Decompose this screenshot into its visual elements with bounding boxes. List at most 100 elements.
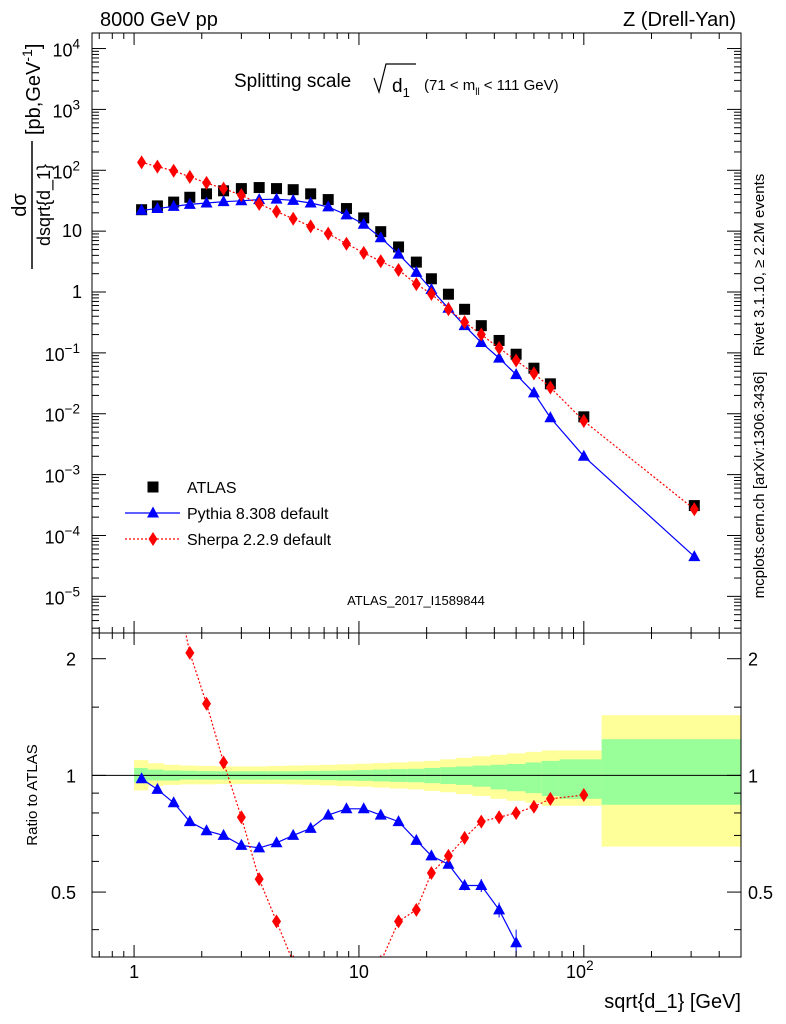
sherpa-point — [529, 366, 539, 381]
pythia-point — [167, 199, 180, 211]
plot-title-sqrt-sub: 1 — [403, 85, 410, 100]
pythia-ratio-point — [410, 833, 423, 845]
y-tick-label-exponent: 2 — [72, 158, 80, 173]
pythia-ratio-point — [392, 815, 405, 827]
plot-title-main: Splitting scale — [234, 71, 351, 92]
pythia-ratio-point — [287, 828, 300, 840]
y-tick-label: 102 — [52, 158, 80, 182]
ratio-y-tick-label-right: 2 — [748, 650, 758, 670]
ratio-panel-frame — [91, 632, 742, 958]
sherpa-point — [476, 327, 486, 342]
pythia-point — [322, 200, 335, 212]
sherpa-point — [137, 155, 147, 170]
sherpa-point — [511, 353, 521, 368]
y-tick-label: 10−1 — [45, 341, 80, 365]
pythia-point — [493, 351, 506, 363]
stat-uncertainty-band — [525, 762, 543, 794]
pythia-ratio-point — [135, 772, 148, 784]
pythia-point — [287, 193, 300, 205]
ratio-y-tick-label-right: 1 — [748, 766, 758, 786]
sherpa-point — [254, 196, 264, 211]
sherpa-point — [426, 286, 436, 301]
sherpa-ratio-point — [153, 519, 162, 533]
x-tick-label-mantissa: 10 — [566, 962, 586, 982]
y-tick-label-mantissa: 10 — [45, 527, 65, 547]
pythia-ratio-point — [458, 878, 471, 890]
atlas-point — [184, 191, 196, 203]
stat-uncertainty-band — [601, 739, 741, 805]
sherpa-ratio-point — [272, 914, 282, 929]
sherpa-ratio-point — [426, 865, 436, 880]
sherpa-ratio-point — [169, 569, 178, 583]
sherpa-ratio-point — [306, 977, 315, 991]
ratio-y-axis-label: Ratio to ATLAS — [24, 744, 41, 845]
y-tick-label-mantissa: 10 — [45, 467, 65, 487]
pythia-point — [577, 449, 590, 461]
analysis-id: ATLAS_2017_I1589844 — [347, 593, 485, 608]
x-tick-label: 1 — [129, 962, 139, 982]
sherpa-point — [443, 302, 453, 317]
pythia-point — [510, 368, 523, 380]
axes-frame — [91, 32, 742, 958]
sherpa-point — [394, 262, 404, 277]
plot-title-sqrt-var: d — [392, 76, 403, 97]
sherpa-ratio-point — [443, 848, 453, 863]
y-tick-label-mantissa: 1 — [72, 282, 82, 302]
atlas-point — [322, 194, 334, 206]
pythia-ratio-point — [235, 838, 248, 850]
sherpa-ratio-point — [411, 902, 421, 917]
plot-title-range: (71 < mll < 111 GeV) — [424, 77, 559, 98]
sherpa-point — [359, 245, 369, 260]
pythia-ratio-point — [475, 878, 488, 890]
y-axis-label: dσ dsqrt{d_1} [pb,GeV-1] — [9, 44, 55, 269]
y-tick-label: 10 — [62, 221, 82, 241]
pythia-point — [357, 217, 370, 229]
source-label: mcplots.cern.ch [arXiv:1306.3436] — [751, 372, 768, 599]
rivet-version-label: Rivet 3.1.10, ≥ 2.2M events — [751, 174, 768, 357]
pythia-line — [141, 198, 695, 558]
atlas-point — [442, 288, 454, 300]
sherpa-ratio-point — [511, 805, 521, 820]
pythia-ratio-point — [183, 815, 196, 827]
y-axis-label-numerator: dσ — [9, 193, 31, 217]
y-tick-label: 10−3 — [45, 463, 80, 487]
pythia-ratio-point — [151, 782, 164, 794]
plot-title-range-start: (71 < m — [424, 77, 475, 94]
pythia-ratio-point — [217, 828, 230, 840]
pythia-ratio-point — [493, 903, 506, 915]
sherpa-ratio-point — [394, 914, 404, 929]
sherpa-point — [411, 277, 421, 292]
pythia-point — [135, 203, 148, 215]
pythia-ratio-point — [357, 802, 370, 814]
sherpa-ratio-line — [185, 633, 584, 957]
sherpa-ratio-point — [529, 799, 539, 814]
sherpa-point — [219, 181, 229, 196]
atlas-point — [253, 182, 265, 194]
sherpa-point — [341, 236, 351, 251]
y-tick-label: 10−4 — [45, 523, 81, 547]
y-tick-label-mantissa: 10 — [45, 345, 65, 365]
y-tick-label-mantissa: 10 — [62, 221, 82, 241]
atlas-point — [493, 334, 505, 346]
y-tick-label-exponent: −3 — [65, 463, 80, 478]
pythia-ratio-point — [200, 824, 213, 836]
pythia-point — [270, 192, 283, 204]
sherpa-point — [323, 226, 333, 241]
sherpa-ratio-point — [494, 810, 504, 825]
pythia-point — [527, 386, 540, 398]
atlas-point — [287, 184, 299, 196]
stat-uncertainty-band — [541, 760, 561, 796]
pythia-point — [200, 196, 213, 208]
pythia-ratio-point — [510, 936, 523, 948]
sherpa-point — [288, 211, 298, 226]
pythia-point — [151, 202, 164, 214]
y-tick-label-mantissa: 10 — [45, 406, 65, 426]
sherpa-ratio-point — [185, 645, 195, 660]
y-tick-label-exponent: −2 — [65, 402, 80, 417]
pythia-ratio-point — [340, 802, 353, 814]
x-tick-label: 10 — [349, 962, 369, 982]
pythia-ratio-point — [304, 821, 317, 833]
stat-uncertainty-band — [506, 764, 526, 792]
ratio-y-tick-label: 0.5 — [51, 883, 76, 903]
ratio-y-tick-label-right: 0.5 — [748, 883, 773, 903]
